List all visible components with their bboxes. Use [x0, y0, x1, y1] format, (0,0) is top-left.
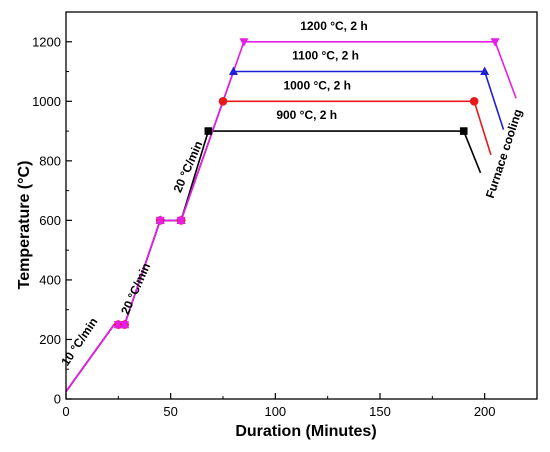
ramp-label-1: 20 °C/min: [118, 261, 153, 317]
series-3-marker-5: [490, 38, 500, 47]
x-tick-label-1: 50: [163, 404, 177, 419]
series-1-marker-0: [218, 97, 228, 106]
series-3-marker-top-1: [120, 319, 130, 329]
x-tick-label-4: 200: [474, 404, 496, 419]
series-2-marker-1: [480, 66, 490, 76]
y-tick-label-5: 1000: [32, 94, 61, 109]
ramp-label-0: 10 °C/min: [58, 315, 100, 368]
series-0-marker-0: [204, 127, 213, 135]
y-tick-label-0: 0: [54, 392, 61, 407]
x-tick-label-3: 150: [369, 404, 391, 419]
y-tick-label-6: 1200: [32, 34, 61, 49]
y-tick-label-1: 200: [39, 332, 61, 347]
series-line-0: [65, 130, 482, 393]
series-layer: [65, 40, 517, 393]
hold-label-2: 1100 °C, 2 h: [292, 49, 359, 63]
y-tick-label-2: 400: [39, 272, 61, 287]
hold-label-0: 900 °C, 2 h: [276, 108, 337, 122]
x-axis-title: Duration (Minutes): [235, 423, 376, 440]
y-tick-label-3: 600: [39, 213, 61, 228]
x-tick-label-2: 100: [264, 404, 286, 419]
marker-layer: [113, 38, 500, 330]
series-2-marker-0: [228, 66, 238, 76]
series-line-3: [65, 40, 517, 393]
plot-frame: [65, 11, 538, 400]
x-tick-label-0: 0: [62, 404, 69, 419]
hold-label-1: 1000 °C, 2 h: [283, 78, 351, 92]
cooling-label: Furnace cooling: [483, 107, 525, 199]
axis-layer: 0 50 100 150 200 0 200 400 600 800 1000 1200: [32, 11, 538, 419]
hold-label-3: 1200 °C, 2 h: [300, 19, 368, 33]
y-tick-label-4: 800: [39, 153, 61, 168]
series-3-marker-4: [239, 38, 249, 47]
series-3-marker-top-2: [155, 215, 165, 224]
series-1-marker-1: [469, 97, 479, 106]
y-axis-title: Temperature (°C): [16, 161, 33, 290]
series-line-1: [65, 100, 492, 393]
series-0-marker-1: [459, 127, 468, 135]
series-3-marker-top-3: [176, 215, 186, 224]
